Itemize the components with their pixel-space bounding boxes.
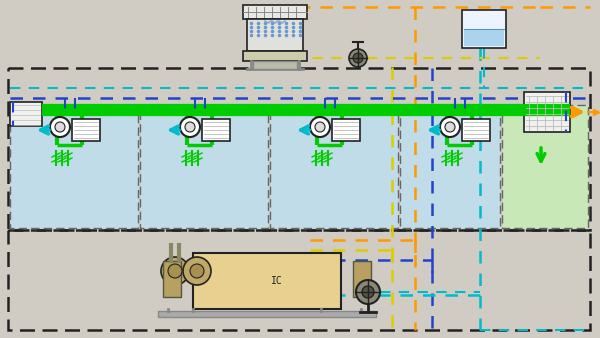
Circle shape [50,117,70,137]
Circle shape [315,122,325,132]
Bar [353,261,371,297]
Circle shape [353,53,363,63]
Bar [247,19,303,51]
Circle shape [168,264,182,278]
Circle shape [161,257,189,285]
Circle shape [349,49,367,67]
Bar [243,51,307,61]
Circle shape [356,280,380,304]
Bar [502,105,588,228]
Bar [10,105,138,228]
Circle shape [183,257,211,285]
Circle shape [190,264,204,278]
Bar [10,102,42,126]
Circle shape [362,286,374,298]
Circle shape [445,122,455,132]
Circle shape [185,122,195,132]
Bar [270,105,398,228]
Bar [158,311,376,317]
Bar [462,10,506,48]
Bar [72,119,100,141]
Bar [524,92,570,132]
Bar [253,61,297,69]
Bar [163,261,181,297]
Bar [193,253,341,309]
Circle shape [310,117,330,137]
Bar [8,230,590,330]
Bar [462,119,490,141]
Bar [202,119,230,141]
Circle shape [180,117,200,137]
Bar [140,105,268,228]
Bar [243,5,307,19]
Bar [332,119,360,141]
Circle shape [440,117,460,137]
Text: IC: IC [271,276,283,286]
Bar [8,68,590,230]
Bar [400,105,500,228]
Circle shape [55,122,65,132]
Bar [464,29,504,46]
